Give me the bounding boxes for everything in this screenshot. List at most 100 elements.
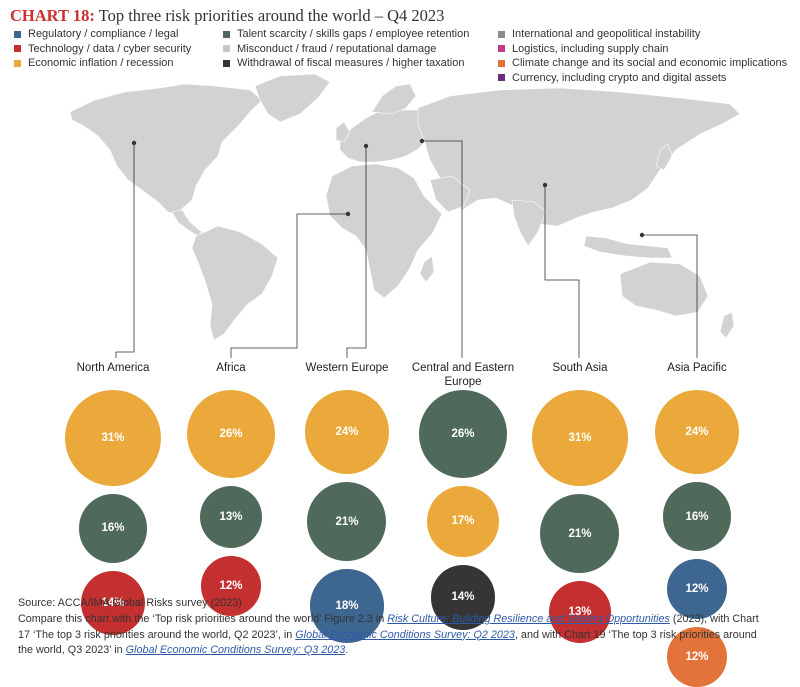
footer-text: Compare this chart with the ‘Top risk pr… xyxy=(18,613,388,625)
bubble-value-label: 24% xyxy=(335,426,359,439)
map-india xyxy=(511,199,547,247)
link-gecs-q3[interactable]: Global Economic Conditions Survey: Q3 20… xyxy=(125,644,346,656)
bubble-technology: 12% xyxy=(201,556,261,616)
legend-item-fiscal: Withdrawal of fiscal measures / higher t… xyxy=(223,57,464,69)
bubble-value-label: 21% xyxy=(335,515,359,528)
legend-label: Climate change and its social and econom… xyxy=(512,57,788,69)
bubble-talent: 13% xyxy=(199,485,263,549)
legend-swatch xyxy=(14,30,21,38)
bubble-value-label: 24% xyxy=(685,426,709,439)
pin-western-europe xyxy=(363,143,369,149)
legend-item-logistics: Logistics, including supply chain xyxy=(498,43,669,55)
bubble-value-label: 31% xyxy=(101,432,125,444)
footer-paragraph: Compare this chart with the ‘Top risk pr… xyxy=(18,612,788,659)
link-gecs-q2[interactable]: Global Economic Conditions Survey: Q2 20… xyxy=(295,628,515,641)
bubble-inflation: 31% xyxy=(65,390,161,486)
legend-label: Regulatory / compliance / legal xyxy=(28,28,179,40)
leader-asia-pacific xyxy=(642,234,698,358)
legend-label: Economic inflation / recession xyxy=(28,57,174,69)
bubble-talent: 21% xyxy=(307,482,387,562)
leader-south-asia xyxy=(544,185,580,358)
leader-north-america xyxy=(115,143,135,358)
leader-africa xyxy=(230,213,348,358)
map-arabia xyxy=(429,175,471,213)
legend-swatch xyxy=(498,30,505,38)
map-indonesia xyxy=(583,235,673,259)
footer-text: (2023), with Chart xyxy=(669,613,759,625)
bubble-value-label: 13% xyxy=(568,606,592,619)
bubble-value-label: 13% xyxy=(219,510,243,523)
legend-label: International and geopolitical instabili… xyxy=(512,28,701,40)
bubble-inflation: 24% xyxy=(654,390,740,475)
footer-text: 17 ‘The top 3 risk priorities around the… xyxy=(18,628,296,641)
map-scandinavia xyxy=(371,83,417,115)
map-africa xyxy=(325,163,443,299)
map-europe xyxy=(339,109,431,163)
legend-label: Misconduct / fraud / reputational damage xyxy=(237,42,437,55)
map-central-america xyxy=(171,209,203,237)
bubble-inflation: 31% xyxy=(532,390,628,486)
legend-label: Withdrawal of fiscal measures / higher t… xyxy=(237,57,465,69)
pin-south-asia xyxy=(542,182,548,188)
link-risk-culture[interactable]: Risk Culture: Building Resilience and Se… xyxy=(387,613,670,625)
legend-item-talent: Talent scarcity / skills gaps / employee… xyxy=(223,28,469,40)
bubble-fiscal: 14% xyxy=(430,565,496,630)
map-south-america xyxy=(191,225,279,341)
bubble-regulatory: 12% xyxy=(667,559,727,620)
legend-swatch xyxy=(223,45,230,52)
bubble-value-label: 16% xyxy=(101,522,125,535)
leader-central-europe xyxy=(422,140,463,358)
pin-africa xyxy=(345,211,351,217)
legend-label: Talent scarcity / skills gaps / employee… xyxy=(237,28,470,40)
region-label: North America xyxy=(76,362,150,374)
pin-central-europe xyxy=(419,138,425,144)
map-new-zealand xyxy=(719,311,735,339)
bubble-inflation: 17% xyxy=(427,485,499,557)
bubble-value-label: 16% xyxy=(685,510,709,523)
bubble-value-label: 17% xyxy=(451,515,475,528)
legend-label: Technology / data / cyber security xyxy=(28,42,192,55)
legend-item-technology: Technology / data / cyber security xyxy=(14,43,191,55)
bubble-value-label: 12% xyxy=(685,583,709,596)
map-japan xyxy=(655,143,673,171)
legend-item-climate: Climate change and its social and econom… xyxy=(498,57,787,69)
region-label: Western Europe xyxy=(305,362,389,374)
map-australia xyxy=(619,261,709,317)
map-uk xyxy=(335,121,351,143)
region-label: Africa xyxy=(216,362,246,374)
map-north-america xyxy=(69,83,263,215)
legend-swatch xyxy=(14,45,21,52)
legend-item-geopolitical: International and geopolitical instabili… xyxy=(498,28,700,40)
map-asia xyxy=(417,87,741,227)
bubble-regulatory: 18% xyxy=(310,569,384,643)
bubble-value-label: 21% xyxy=(568,527,592,540)
leader-western-europe xyxy=(346,146,367,358)
legend-swatch xyxy=(498,59,505,67)
legend-swatch xyxy=(223,30,230,38)
bubble-value-label: 14% xyxy=(101,597,125,610)
bubble-value-label: 12% xyxy=(685,651,709,664)
world-map xyxy=(69,73,741,358)
footer-text: , and with Chart 19 ‘The top 3 risk prio… xyxy=(514,628,757,641)
bubble-value-label: 31% xyxy=(568,432,592,444)
region-label: Asia Pacific xyxy=(667,362,727,374)
legend-item-misconduct: Misconduct / fraud / reputational damage xyxy=(223,43,436,55)
bubble-value-label: 26% xyxy=(219,427,243,440)
chart-number: CHART 18: xyxy=(10,6,95,25)
bubble-talent: 26% xyxy=(419,390,507,478)
legend-swatch xyxy=(498,74,505,81)
bubble-value-label: 18% xyxy=(335,600,359,613)
footer-text: the world, Q3 2023’ in xyxy=(18,644,126,656)
legend-label: Currency, including crypto and digital a… xyxy=(512,71,727,84)
bubble-inflation: 26% xyxy=(187,390,275,478)
region-label: Central and Eastern Europe xyxy=(411,362,515,388)
bubble-value-label: 14% xyxy=(451,591,475,604)
bubble-technology: 13% xyxy=(548,581,612,644)
bubble-talent: 21% xyxy=(540,494,620,573)
region-label: South Asia xyxy=(552,362,608,374)
bubble-talent: 16% xyxy=(662,482,732,552)
legend-label: Logistics, including supply chain xyxy=(512,42,669,55)
bubble-value-label: 12% xyxy=(219,579,243,592)
pin-north-america xyxy=(131,140,137,146)
legend-item-inflation: Economic inflation / recession xyxy=(14,57,174,69)
